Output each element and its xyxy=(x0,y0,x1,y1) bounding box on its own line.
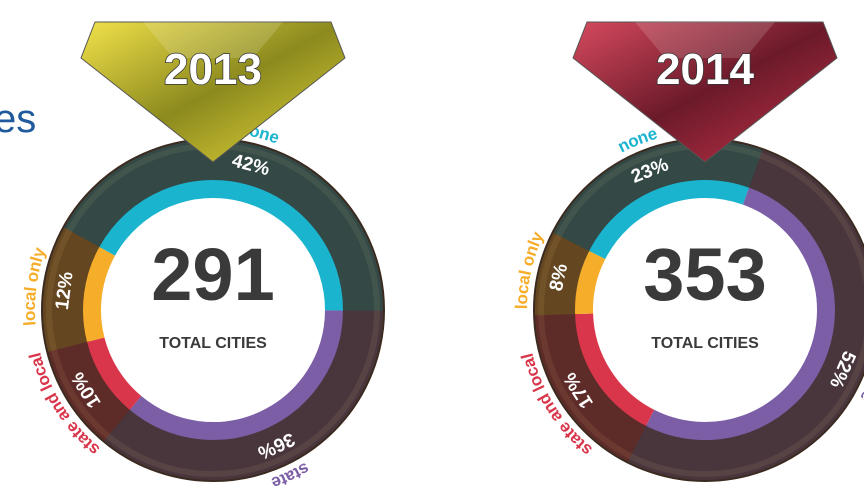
ring-tint xyxy=(627,150,864,480)
ring-tint xyxy=(64,140,383,311)
donut-segment xyxy=(129,310,343,440)
ring-tint xyxy=(535,313,647,462)
donut-segment xyxy=(575,313,655,426)
ring-tint xyxy=(553,140,763,252)
gem-facet xyxy=(143,22,283,58)
gem xyxy=(80,21,346,163)
gem-facet xyxy=(635,22,775,58)
year-label: 2014 xyxy=(656,45,754,94)
total-value: 353 xyxy=(643,233,766,316)
total-label: TOTAL CITIES xyxy=(651,335,759,352)
ring-center xyxy=(101,198,325,422)
year-label: 2013 xyxy=(164,45,262,94)
donut-segment xyxy=(99,180,343,311)
ring-tint xyxy=(48,341,131,441)
percent-label: 12% xyxy=(52,270,78,311)
ring-center xyxy=(593,198,817,422)
ring-tint xyxy=(43,227,100,352)
donut-segment xyxy=(86,337,142,410)
donut-segment xyxy=(83,246,116,342)
total-label: TOTAL CITIES xyxy=(159,335,267,352)
donut-segment xyxy=(589,180,750,260)
ring-tint xyxy=(104,310,383,480)
donut-segment xyxy=(575,250,606,315)
donut-segment xyxy=(645,187,835,440)
total-value: 291 xyxy=(151,233,274,316)
heading-fragment: es xyxy=(0,97,36,141)
ring-tint xyxy=(535,232,590,316)
gem xyxy=(572,21,838,163)
